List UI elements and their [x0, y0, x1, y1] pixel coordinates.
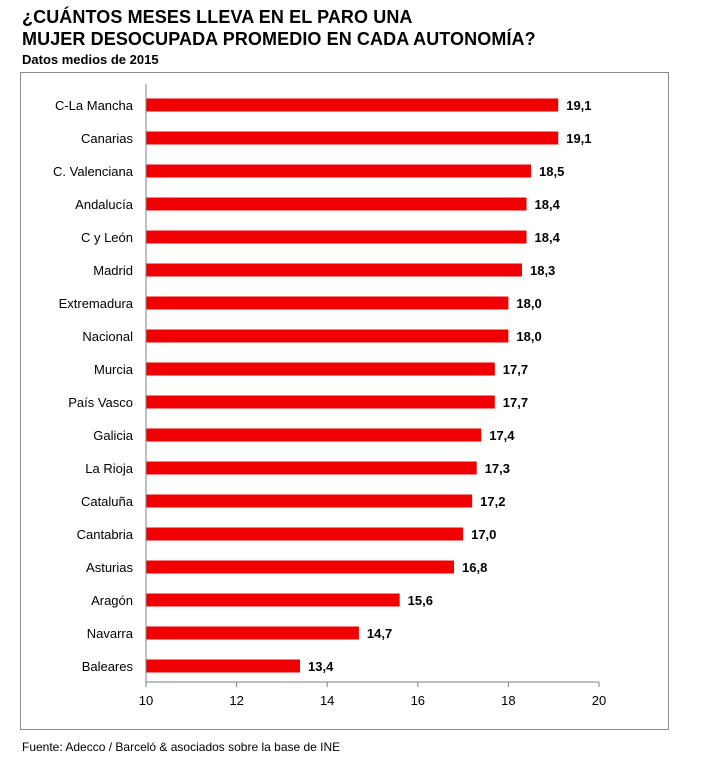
bar [146, 362, 495, 376]
bar [146, 131, 559, 145]
chart-subtitle: Datos medios de 2015 [22, 52, 159, 67]
source-note: Fuente: Adecco / Barceló & asociados sob… [22, 740, 341, 754]
bar-chart: C-La Mancha 19,1 Canarias 19,1 C. Valenciana… [53, 84, 606, 708]
value-label: 18,5 [539, 164, 564, 179]
category-label: Cataluña [81, 494, 134, 509]
x-tick-label: 16 [411, 693, 425, 708]
value-label: 15,6 [408, 593, 433, 608]
category-label: Andalucía [75, 197, 134, 212]
value-label: 18,4 [535, 230, 561, 245]
category-label: Asturias [86, 560, 133, 575]
category-label: C-La Mancha [55, 98, 134, 113]
category-label: Madrid [93, 263, 133, 278]
bar [146, 263, 522, 277]
bar [146, 626, 359, 640]
value-label: 17,4 [489, 428, 515, 443]
value-label: 18,3 [530, 263, 555, 278]
x-tick-label: 10 [139, 693, 153, 708]
value-label: 18,0 [516, 296, 541, 311]
category-label: Nacional [82, 329, 133, 344]
value-label: 17,3 [485, 461, 510, 476]
chart-title: ¿CUÁNTOS MESES LLEVA EN EL PARO UNA MUJE… [22, 6, 682, 50]
x-tick-label: 12 [229, 693, 243, 708]
category-label: Baleares [82, 659, 134, 674]
x-tick-label: 18 [501, 693, 515, 708]
category-label: La Rioja [85, 461, 133, 476]
bar [146, 659, 301, 673]
category-label: Cantabria [77, 527, 134, 542]
category-label: Canarias [81, 131, 134, 146]
chart-title-line-2: MUJER DESOCUPADA PROMEDIO EN CADA AUTONO… [22, 29, 536, 49]
category-label: Navarra [87, 626, 134, 641]
bar [146, 560, 455, 574]
bar [146, 98, 559, 112]
category-label: C y León [81, 230, 133, 245]
value-label: 19,1 [566, 131, 591, 146]
bar [146, 527, 464, 541]
x-tick-label: 20 [592, 693, 606, 708]
bar [146, 461, 477, 475]
category-label: País Vasco [68, 395, 133, 410]
value-label: 16,8 [462, 560, 487, 575]
bar [146, 593, 400, 607]
bar [146, 197, 527, 211]
value-label: 19,1 [566, 98, 591, 113]
value-label: 17,7 [503, 395, 528, 410]
value-label: 17,7 [503, 362, 528, 377]
chart-title-line-1: ¿CUÁNTOS MESES LLEVA EN EL PARO UNA [22, 7, 413, 27]
bar [146, 428, 482, 442]
bar [146, 164, 532, 178]
value-label: 17,0 [471, 527, 496, 542]
value-label: 13,4 [308, 659, 334, 674]
value-label: 18,4 [535, 197, 561, 212]
value-label: 17,2 [480, 494, 505, 509]
category-label: Aragón [91, 593, 133, 608]
bar [146, 296, 509, 310]
category-label: Murcia [94, 362, 134, 377]
bar [146, 494, 473, 508]
bar [146, 395, 495, 409]
bar [146, 230, 527, 244]
category-label: Extremadura [59, 296, 134, 311]
value-label: 14,7 [367, 626, 392, 641]
category-label: Galicia [93, 428, 134, 443]
value-label: 18,0 [516, 329, 541, 344]
bar [146, 329, 509, 343]
chart-frame [20, 72, 669, 730]
category-label: C. Valenciana [53, 164, 134, 179]
x-tick-label: 14 [320, 693, 334, 708]
